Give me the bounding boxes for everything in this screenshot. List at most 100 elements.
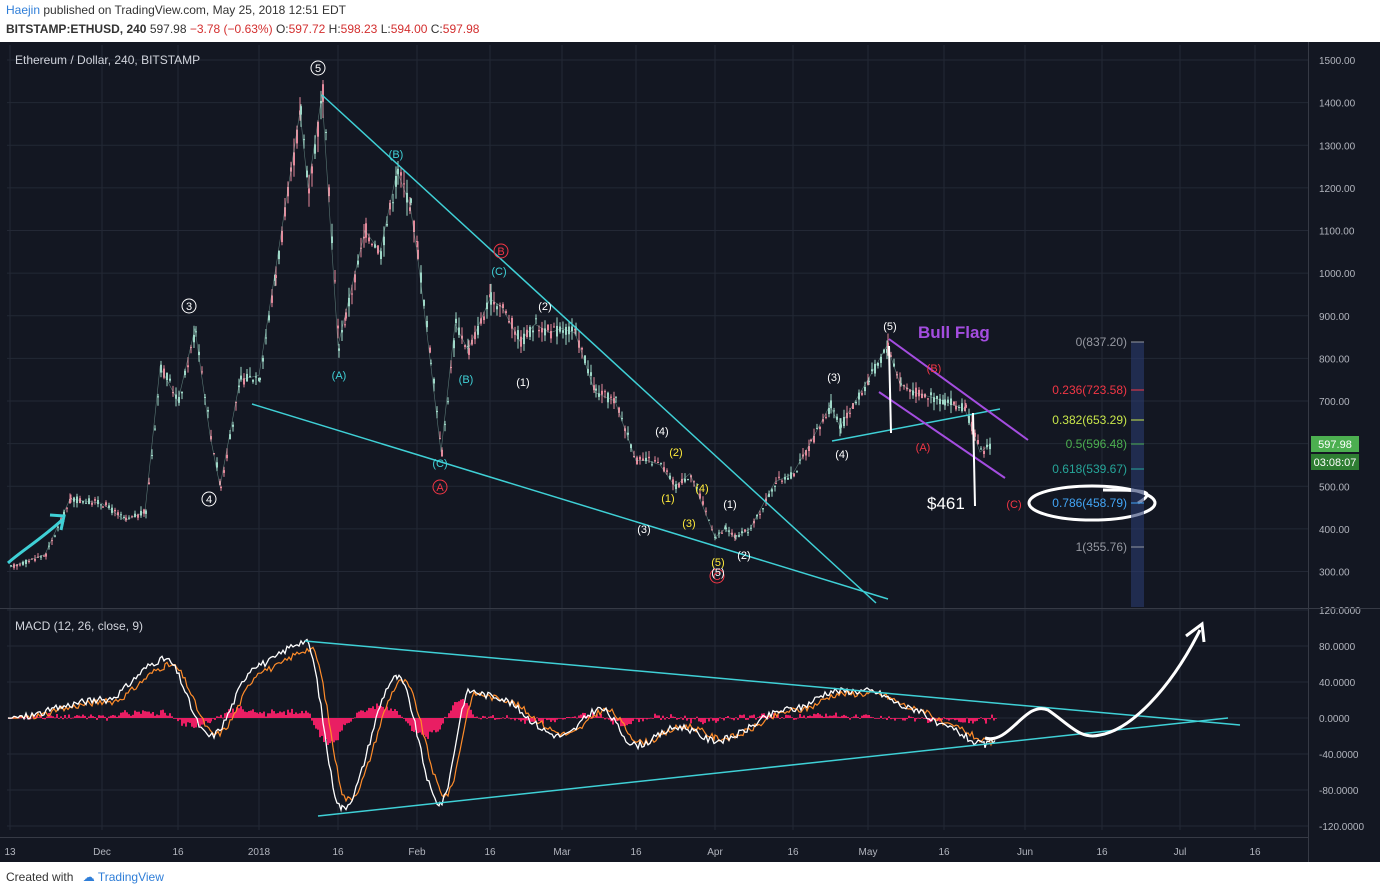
author-link[interactable]: Haejin xyxy=(6,3,41,17)
axes: 13 Dec 16 2018 16 Feb 16 Mar 16 Apr 16 May 16 Jun 16 Ju… xyxy=(0,42,1380,862)
macd-histogram-bar xyxy=(886,718,888,720)
macd-histogram-bar xyxy=(405,718,407,722)
macd-histogram-bar xyxy=(779,718,781,719)
low-label: L: xyxy=(380,22,391,36)
macd-histogram-bar xyxy=(548,718,550,720)
wave-circle xyxy=(432,479,448,495)
candle-body xyxy=(123,517,125,519)
candle-body xyxy=(344,324,346,326)
macd-tick-label: 120.0000 xyxy=(1319,606,1361,617)
macd-histogram-bar xyxy=(570,717,572,719)
open-label: O: xyxy=(275,22,289,36)
macd-histogram-bar xyxy=(634,718,636,719)
countdown-badge xyxy=(1311,454,1359,470)
macd-histogram-bar xyxy=(142,710,144,718)
macd-histogram-bar xyxy=(267,713,269,718)
macd-histogram-bar xyxy=(678,718,680,719)
price-pane-title: Ethereum / Dollar, 240, BITSTAMP xyxy=(15,53,200,67)
candle-body xyxy=(363,236,365,239)
candle-body xyxy=(790,472,792,479)
candle-body xyxy=(400,172,402,176)
tradingview-logo-link[interactable]: ☁ TradingView xyxy=(83,870,164,884)
chart-canvas[interactable]: 0(837.20) 0.236(723.58) 0.382(653.29) 0.5(5… xyxy=(0,42,1380,862)
macd-histogram-bar xyxy=(498,718,500,720)
candle-body xyxy=(374,244,376,248)
macd-tick-label: 40.0000 xyxy=(1319,678,1356,689)
candle-body xyxy=(828,407,830,414)
macd-histogram-bar xyxy=(729,717,731,719)
macd-histogram-bar xyxy=(890,718,892,720)
macd-histogram-bar xyxy=(259,712,261,718)
macd-histogram-bar xyxy=(350,718,352,722)
macd-histogram-bar xyxy=(941,718,943,721)
macd-histogram-bar xyxy=(552,718,554,721)
macd-histogram-bar xyxy=(908,715,910,718)
macd-histogram-bar xyxy=(793,718,795,720)
macd-histogram-bar xyxy=(777,714,779,718)
candle-body xyxy=(281,230,283,243)
macd-histogram-bar xyxy=(510,718,512,720)
candle-body xyxy=(461,335,463,339)
macd-histogram-bar xyxy=(431,718,433,733)
candle-body xyxy=(855,401,857,404)
macd-histogram-bar xyxy=(797,717,799,719)
macd-histogram-bar xyxy=(496,718,498,720)
candle-body xyxy=(94,499,96,501)
macd-histogram-bar xyxy=(333,718,335,743)
macd-histogram-bar xyxy=(526,718,528,721)
macd-histogram-bar xyxy=(407,718,409,724)
macd-histogram-bar xyxy=(950,718,952,720)
macd-histogram-bar xyxy=(556,718,558,720)
candle-body xyxy=(774,485,776,487)
candle-body xyxy=(417,249,419,259)
candle-body xyxy=(909,389,911,392)
macd-histogram-bar xyxy=(859,718,861,719)
macd-histogram-bar xyxy=(261,713,263,718)
x-tick-label: 16 xyxy=(938,847,950,858)
macd-histogram-bar xyxy=(968,718,970,724)
macd-histogram-bar xyxy=(624,718,626,726)
macd-histogram-bar xyxy=(787,715,789,718)
candle-body xyxy=(663,467,665,472)
macd-histogram-bar xyxy=(723,718,725,721)
macd-histogram-bar xyxy=(837,716,839,718)
candle-body xyxy=(799,459,801,461)
candle-body xyxy=(615,396,617,398)
macd-histogram-bar xyxy=(974,718,976,722)
candle-body xyxy=(796,471,798,473)
candle-body xyxy=(317,121,319,137)
macd-histogram-bar xyxy=(46,716,48,718)
macd-histogram-bar xyxy=(582,712,584,718)
macd-histogram-bar xyxy=(917,717,919,719)
macd-histogram-bar xyxy=(488,716,490,718)
candle-body xyxy=(705,510,707,512)
candle-body xyxy=(151,455,153,456)
macd-histogram-bar xyxy=(566,717,568,718)
wave-label: (5) xyxy=(883,321,896,333)
candle-body xyxy=(753,520,755,524)
macd-histogram-bar xyxy=(962,718,964,723)
macd-histogram-bar xyxy=(88,716,90,718)
macd-histogram-bar xyxy=(492,715,494,718)
bull-flag-upper-channel xyxy=(888,338,1029,441)
macd-histogram-bar xyxy=(293,714,295,718)
macd-histogram-bar xyxy=(382,706,384,718)
macd-histogram-bar xyxy=(462,699,464,718)
macd-histogram-bar xyxy=(612,718,614,725)
candle-body xyxy=(409,207,411,211)
macd-histogram-bar xyxy=(409,718,411,726)
candle-body xyxy=(584,355,586,364)
candle-body xyxy=(10,565,12,567)
macd-histogram-bar xyxy=(825,713,827,718)
macd-histogram-bar xyxy=(72,717,74,719)
wave-label: (B) xyxy=(389,149,404,161)
macd-histogram-bar xyxy=(767,718,769,719)
x-tick-label: Dec xyxy=(93,847,111,858)
candle-body xyxy=(311,166,313,174)
macd-histogram-bar xyxy=(342,718,344,725)
candle-body xyxy=(595,388,597,391)
wave-label: (5) xyxy=(711,567,724,579)
price-target-label: $461 xyxy=(927,494,965,513)
x-tick-label: Feb xyxy=(408,847,426,858)
candle-body xyxy=(953,401,955,405)
